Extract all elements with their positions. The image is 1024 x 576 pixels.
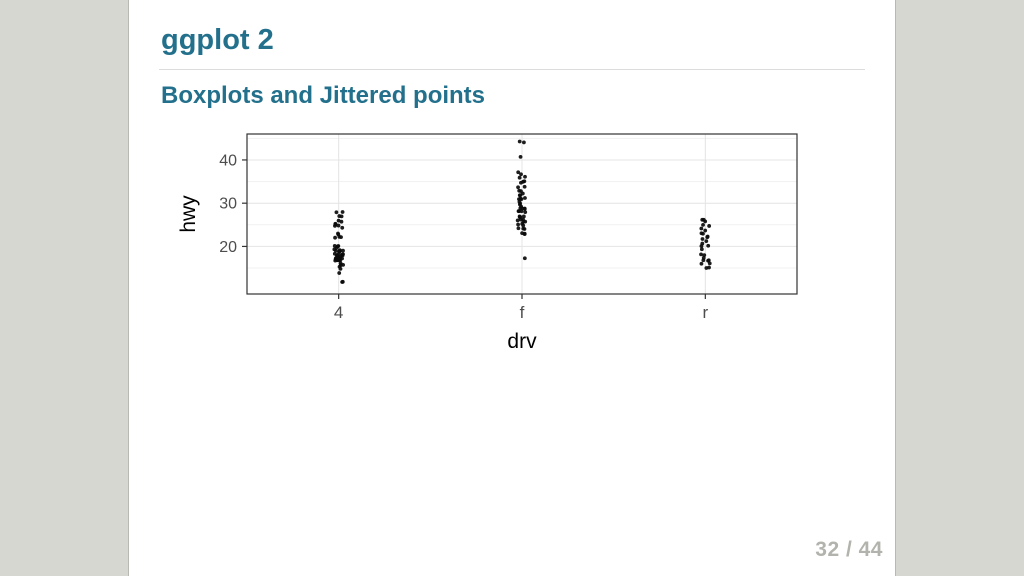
data-point — [522, 184, 527, 189]
data-point — [519, 172, 523, 177]
data-point — [521, 217, 525, 222]
data-point — [338, 266, 343, 271]
data-point — [516, 226, 521, 231]
data-point — [341, 248, 345, 253]
data-point — [516, 170, 521, 175]
data-point — [699, 226, 704, 231]
title-divider — [159, 69, 865, 71]
slide-title: ggplot 2 — [161, 24, 274, 56]
data-point — [522, 231, 527, 236]
data-point — [336, 232, 341, 237]
data-point — [701, 258, 706, 263]
data-point — [335, 244, 340, 249]
data-point — [340, 225, 345, 230]
data-point — [699, 261, 704, 266]
data-point — [332, 243, 337, 248]
data-point — [522, 256, 527, 261]
data-point — [336, 223, 341, 228]
data-point — [704, 239, 709, 244]
jitter-plot: 20 30 40 4 f r hwy drv — [177, 133, 798, 353]
data-point — [339, 235, 343, 239]
data-point — [334, 210, 339, 215]
data-point — [517, 188, 522, 193]
data-point — [518, 154, 523, 159]
data-point — [517, 209, 521, 214]
data-point — [699, 247, 704, 252]
data-point — [707, 265, 711, 270]
data-point — [337, 249, 342, 253]
data-point — [521, 214, 526, 219]
slide-subtitle: Boxplots and Jittered points — [161, 82, 486, 110]
data-point — [340, 210, 345, 214]
y-tick-label: 20 — [219, 239, 237, 256]
data-point — [518, 206, 523, 210]
data-point — [516, 185, 520, 190]
data-point — [699, 252, 703, 257]
x-tick-label: r — [702, 303, 708, 322]
data-point — [707, 223, 712, 228]
data-point — [337, 271, 342, 275]
data-point — [517, 175, 522, 180]
data-point — [703, 228, 708, 233]
data-point — [517, 214, 522, 219]
x-tick-label: 4 — [334, 303, 343, 322]
data-point — [333, 223, 337, 228]
data-point — [700, 241, 705, 246]
data-point — [700, 237, 705, 241]
data-point — [333, 235, 337, 240]
data-point — [706, 258, 710, 263]
data-point — [339, 214, 344, 219]
data-point — [519, 197, 524, 201]
data-point — [701, 222, 705, 227]
data-point — [523, 196, 527, 200]
data-point — [340, 253, 345, 258]
data-point — [521, 179, 526, 184]
data-point — [522, 206, 527, 211]
data-point — [339, 219, 344, 224]
y-axis-title: hwy — [177, 195, 200, 233]
data-point — [335, 253, 339, 258]
data-point — [515, 218, 520, 223]
chart-container: 20 30 40 4 f r hwy drv — [177, 124, 865, 363]
data-point — [523, 174, 527, 179]
x-tick-label: f — [520, 303, 525, 322]
data-point — [517, 139, 522, 144]
x-axis-title: drv — [507, 330, 537, 353]
page-number: 32 / 44 — [815, 538, 883, 561]
data-point — [341, 262, 346, 267]
y-tick-label: 30 — [219, 196, 237, 213]
data-point — [521, 226, 526, 231]
data-point — [705, 235, 710, 240]
data-point — [336, 218, 341, 223]
y-tick-label: 40 — [219, 152, 237, 169]
data-point — [706, 243, 711, 248]
slide: ggplot 2 Boxplots and Jittered points 20… — [128, 0, 896, 576]
data-point — [521, 223, 526, 228]
data-point — [701, 231, 705, 236]
data-point — [701, 217, 706, 222]
data-point — [522, 140, 526, 145]
data-point — [702, 253, 707, 257]
data-point — [340, 279, 345, 284]
data-point — [523, 210, 528, 215]
data-point — [516, 222, 520, 227]
